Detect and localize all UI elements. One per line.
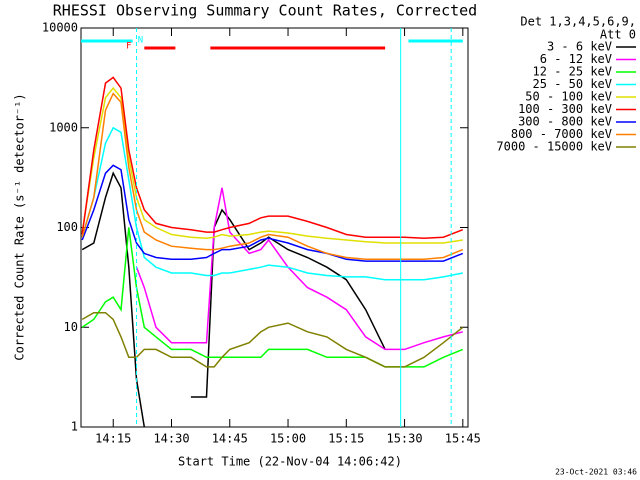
legend-label: 12 - 25 keV	[533, 65, 612, 79]
series-line	[81, 164, 464, 262]
x-tick-label: 14:45	[212, 432, 248, 446]
series-line	[81, 126, 463, 281]
y-tick-label: 1	[71, 420, 78, 434]
series-line	[135, 187, 463, 351]
y-tick-label: 10000	[42, 21, 78, 35]
annotation: N	[138, 36, 143, 46]
footer: 23-Oct-2021 03:46	[555, 468, 637, 477]
legend-label: 7000 - 15000 keV	[496, 140, 612, 154]
series-line	[81, 227, 464, 368]
legend-label: 800 - 7000 keV	[511, 127, 612, 141]
legend-label: 3 - 6 keV	[547, 40, 612, 54]
series-line	[81, 311, 464, 368]
legend-label: 300 - 800 keV	[518, 115, 612, 129]
chart-title: RHESSI Observing Summary Count Rates, Co…	[53, 2, 477, 20]
legend-title: Att 0	[600, 28, 636, 42]
series-line	[81, 92, 464, 261]
x-tick-label: 15:45	[445, 432, 481, 446]
legend-label: 50 - 100 keV	[525, 90, 612, 104]
annotation: F	[126, 42, 131, 52]
x-tick-label: 15:00	[270, 432, 306, 446]
series-line	[81, 76, 464, 240]
series-line	[81, 86, 463, 244]
x-tick-label: 15:30	[386, 432, 422, 446]
x-tick-label: 15:15	[328, 432, 364, 446]
x-axis-label: Start Time (22-Nov-04 14:06:42)	[178, 455, 402, 469]
legend-label: 100 - 300 keV	[518, 102, 612, 116]
y-tick-label: 10	[64, 320, 78, 334]
legend-label: 6 - 12 keV	[540, 52, 612, 66]
x-tick-label: 14:30	[153, 432, 189, 446]
y-tick-label: 100	[56, 220, 78, 234]
legend-title: Det 1,3,4,5,6,9,	[520, 15, 636, 29]
y-axis-label: Corrected Count Rate (s⁻¹ detector⁻¹)	[13, 93, 27, 360]
x-tick-label: 14:15	[95, 432, 131, 446]
legend-label: 25 - 50 keV	[533, 77, 612, 91]
y-tick-label: 1000	[49, 120, 78, 134]
